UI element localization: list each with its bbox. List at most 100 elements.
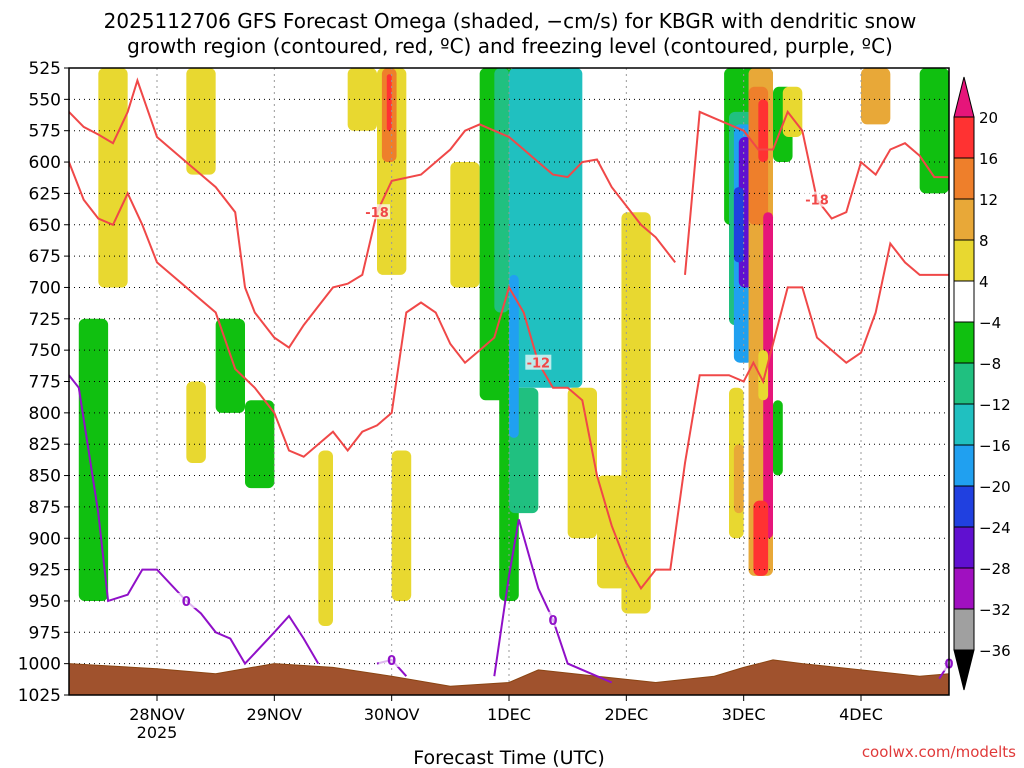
y-tick-label: 750 bbox=[29, 341, 61, 361]
dgz-contour-label-bg bbox=[804, 191, 830, 207]
y-tick-label: 700 bbox=[29, 278, 61, 298]
colorbar-label: 20 bbox=[979, 109, 998, 127]
dgz-contour-line bbox=[69, 161, 949, 591]
y-tick-label: 925 bbox=[29, 561, 61, 581]
colorbar-swatch bbox=[953, 485, 975, 528]
colorbar-label: −32 bbox=[979, 601, 1011, 619]
colorbar-label: −28 bbox=[979, 560, 1011, 578]
x-tick-label: 1DEC bbox=[487, 705, 531, 724]
colorbar-label: −8 bbox=[979, 355, 1001, 373]
x-tick-label: 4DEC bbox=[839, 705, 883, 724]
colorbar-label: −36 bbox=[979, 642, 1011, 660]
y-tick-label: 875 bbox=[29, 498, 61, 518]
colorbar-label: −20 bbox=[979, 478, 1011, 496]
y-tick-label: 550 bbox=[29, 90, 61, 110]
omega-region bbox=[733, 444, 744, 514]
omega-region bbox=[773, 400, 783, 476]
freezing-contour-label-bg bbox=[540, 611, 566, 627]
omega-region bbox=[509, 274, 519, 438]
colorbar-label: 12 bbox=[979, 191, 998, 209]
colorbar-label: 4 bbox=[979, 273, 989, 291]
omega-region bbox=[733, 187, 744, 263]
omega-region bbox=[347, 68, 377, 131]
colorbar-swatch bbox=[953, 116, 975, 159]
omega-region bbox=[391, 450, 412, 601]
dgz-contour-label: -18 bbox=[805, 194, 829, 209]
dgz-contour-label: -18 bbox=[365, 206, 389, 221]
colorbar-label: −4 bbox=[979, 314, 1001, 332]
colorbar-label: −12 bbox=[979, 396, 1011, 414]
y-tick-label: 600 bbox=[29, 153, 61, 173]
omega-region bbox=[861, 68, 891, 125]
colorbar-swatch bbox=[953, 280, 975, 323]
colorbar-swatch bbox=[953, 239, 975, 282]
colorbar-swatch bbox=[953, 198, 975, 241]
y-tick-label: 650 bbox=[29, 216, 61, 236]
y-tick-label: 525 bbox=[29, 59, 61, 79]
dgz-contour-label: -12 bbox=[527, 357, 551, 372]
x-tick-label: 28NOV bbox=[129, 705, 185, 724]
colorbar-swatch bbox=[953, 362, 975, 405]
dgz-contour-label-bg bbox=[525, 354, 552, 370]
omega-region bbox=[753, 500, 769, 576]
watermark: coolwx.com/modelts bbox=[862, 743, 1016, 761]
omega-region bbox=[98, 68, 128, 288]
freezing-contour-label: 0 bbox=[548, 614, 557, 629]
terrain-surface bbox=[69, 659, 949, 695]
y-tick-label: 1000 bbox=[18, 655, 61, 675]
x-tick-sublabel: 2025 bbox=[137, 723, 178, 742]
omega-region bbox=[782, 86, 803, 137]
y-tick-label: 850 bbox=[29, 467, 61, 487]
y-tick-label: 975 bbox=[29, 623, 61, 643]
x-axis-label: Forecast Time (UTC) bbox=[413, 747, 604, 768]
freezing-contour-label-bg bbox=[173, 592, 200, 608]
omega-region bbox=[758, 99, 769, 163]
terrain-fill bbox=[69, 659, 949, 695]
colorbar-label: 16 bbox=[979, 150, 998, 168]
freezing-contour-line bbox=[493, 519, 613, 684]
omega-region bbox=[450, 162, 480, 288]
omega-region bbox=[621, 212, 651, 614]
colorbar-label: −24 bbox=[979, 519, 1011, 537]
x-tick-label: 30NOV bbox=[364, 705, 420, 724]
colorbar-swatch bbox=[953, 444, 975, 487]
colorbar-swatch bbox=[953, 526, 975, 569]
chart-title-line-2: growth region (contoured, red, ºC) and f… bbox=[127, 34, 893, 58]
colorbar-swatch bbox=[953, 608, 975, 651]
omega-region bbox=[318, 450, 333, 627]
dgz-contour-label-bg bbox=[364, 204, 390, 220]
x-tick-label: 29NOV bbox=[247, 705, 303, 724]
omega-region bbox=[215, 318, 245, 413]
y-axis: 525 550 575 600 625 650 675 700 725 750 775 800 825 8… bbox=[18, 59, 69, 706]
colorbar-swatch bbox=[953, 321, 975, 364]
colorbar-label: 8 bbox=[979, 232, 989, 250]
y-tick-label: 825 bbox=[29, 435, 61, 455]
y-tick-label: 675 bbox=[29, 247, 61, 267]
colorbar: 20 16 12 8 4 −4 −8 −12 −16 −20 −24 −28 −32 −36 bbox=[953, 76, 1011, 691]
y-tick-label: 575 bbox=[29, 122, 61, 142]
y-tick-label: 800 bbox=[29, 404, 61, 424]
omega-region bbox=[509, 68, 583, 388]
x-tick-label: 2DEC bbox=[604, 705, 648, 724]
omega-region bbox=[186, 381, 206, 464]
omega-region bbox=[494, 68, 509, 313]
colorbar-bottom-arrow bbox=[953, 649, 975, 691]
colorbar-label: −16 bbox=[979, 437, 1011, 455]
omega-region bbox=[758, 350, 769, 401]
freezing-contour-label-bg bbox=[378, 651, 405, 667]
y-tick-label: 775 bbox=[29, 373, 61, 393]
y-tick-label: 900 bbox=[29, 529, 61, 549]
y-tick-label: 725 bbox=[29, 310, 61, 330]
chart-title-line-1: 2025112706 GFS Forecast Omega (shaded, −… bbox=[104, 9, 917, 33]
y-tick-label: 625 bbox=[29, 184, 61, 204]
freezing-contour-label: 0 bbox=[387, 654, 396, 669]
omega-region bbox=[386, 74, 392, 131]
colorbar-top-arrow bbox=[953, 76, 975, 118]
colorbar-swatch bbox=[953, 567, 975, 610]
y-tick-label: 1025 bbox=[18, 686, 61, 706]
colorbar-swatch bbox=[953, 403, 975, 446]
x-tick-label: 3DEC bbox=[722, 705, 766, 724]
y-tick-label: 950 bbox=[29, 592, 61, 612]
